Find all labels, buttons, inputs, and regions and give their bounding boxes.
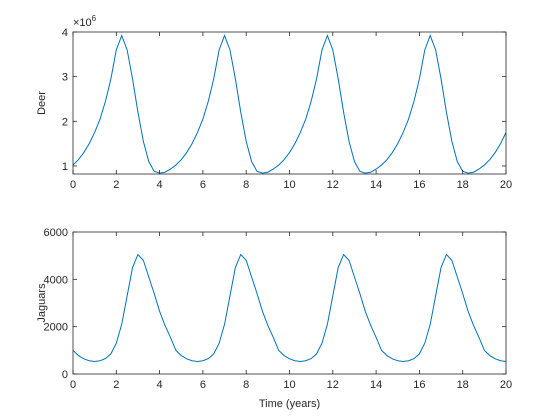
x-tick-label: 2 — [113, 379, 119, 391]
x-tick-label: 8 — [243, 379, 249, 391]
y-tick-label: 2 — [62, 116, 68, 128]
y-tick-label: 3 — [62, 72, 68, 84]
x-tick-label: 0 — [70, 379, 76, 391]
x-tick-label: 16 — [413, 379, 425, 391]
x-tick-label: 8 — [243, 179, 249, 191]
x-tick-label: 10 — [283, 379, 295, 391]
x-tick-label: 18 — [457, 179, 469, 191]
x-tick-label: 20 — [500, 379, 512, 391]
x-tick-label: 6 — [200, 179, 206, 191]
y-tick-label: 1 — [62, 161, 68, 173]
data-line — [73, 253, 506, 362]
y-exponent-power: 6 — [92, 14, 97, 23]
x-tick-label: 4 — [157, 179, 163, 191]
x-tick-label: 2 — [113, 179, 119, 191]
x-tick-label: 14 — [370, 379, 382, 391]
y-tick-label: 4000 — [44, 274, 68, 286]
y-axis-label: Deer — [36, 91, 48, 115]
x-tick-label: 20 — [500, 179, 512, 191]
y-axis-label: Jaguars — [36, 283, 48, 323]
plot-lines — [73, 34, 506, 174]
y-tick-label: 4 — [62, 27, 68, 39]
y-tick-label: 2000 — [44, 322, 68, 334]
x-tick-label: 18 — [457, 379, 469, 391]
y-exponent-base: ×10 — [73, 17, 92, 29]
x-tick-label: 12 — [327, 379, 339, 391]
axes: 0 2 4 6 8 10 12 14 16 18 20 0 2000 4000 6000 Jaguars Tim… — [36, 227, 512, 410]
x-axis-label: Time (years) — [259, 398, 320, 410]
plot-lines — [73, 253, 506, 362]
y-tick-label: 0 — [62, 369, 68, 381]
x-tick-label: 10 — [283, 179, 295, 191]
y-exponent: ×106 — [73, 14, 97, 29]
plot-area — [73, 32, 506, 174]
x-tick-label: 12 — [327, 179, 339, 191]
plot-area — [73, 232, 506, 374]
x-tick-label: 14 — [370, 179, 382, 191]
x-tick-label: 6 — [200, 379, 206, 391]
y-tick-label: 6000 — [44, 227, 68, 239]
x-tick-label: 16 — [413, 179, 425, 191]
data-line — [73, 34, 506, 174]
x-tick-label: 0 — [70, 179, 76, 191]
x-tick-label: 4 — [157, 379, 163, 391]
